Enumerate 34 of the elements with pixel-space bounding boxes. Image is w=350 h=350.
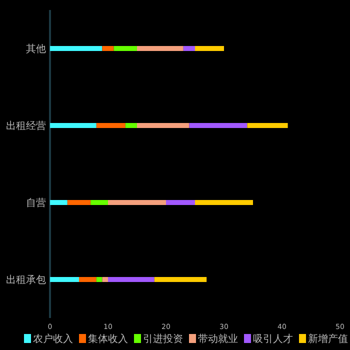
bar [96, 277, 102, 282]
bar [114, 46, 137, 51]
bar [125, 123, 137, 128]
y-tick-label: 出租经营 [6, 120, 46, 132]
bar [90, 200, 108, 205]
legend-label: 农户收入 [33, 333, 73, 345]
bar [96, 123, 126, 128]
bar [108, 277, 154, 282]
bar [154, 277, 207, 282]
bar [189, 123, 248, 128]
legend-label: 新增产值 [308, 333, 348, 345]
legend-label: 吸引人才 [253, 333, 293, 345]
legend-label: 引进投资 [143, 333, 183, 345]
bar [137, 123, 190, 128]
bar [50, 46, 102, 51]
bar [67, 200, 91, 205]
bar [195, 200, 253, 205]
legend-label: 带动就业 [198, 333, 238, 345]
bar [50, 277, 79, 282]
bar [102, 46, 114, 51]
bar [50, 123, 96, 128]
y-tick-label: 其他 [26, 43, 46, 55]
bar [183, 46, 195, 51]
bar [108, 200, 166, 205]
bar [102, 277, 108, 282]
bar [137, 46, 184, 51]
y-tick-label: 出租承包 [6, 274, 46, 286]
y-tick-label: 自营 [26, 197, 46, 209]
bar [79, 277, 96, 282]
bar [50, 200, 68, 205]
legend-label: 集体收入 [88, 333, 128, 345]
bar [247, 123, 288, 128]
bar [166, 200, 195, 205]
bar [195, 46, 224, 51]
